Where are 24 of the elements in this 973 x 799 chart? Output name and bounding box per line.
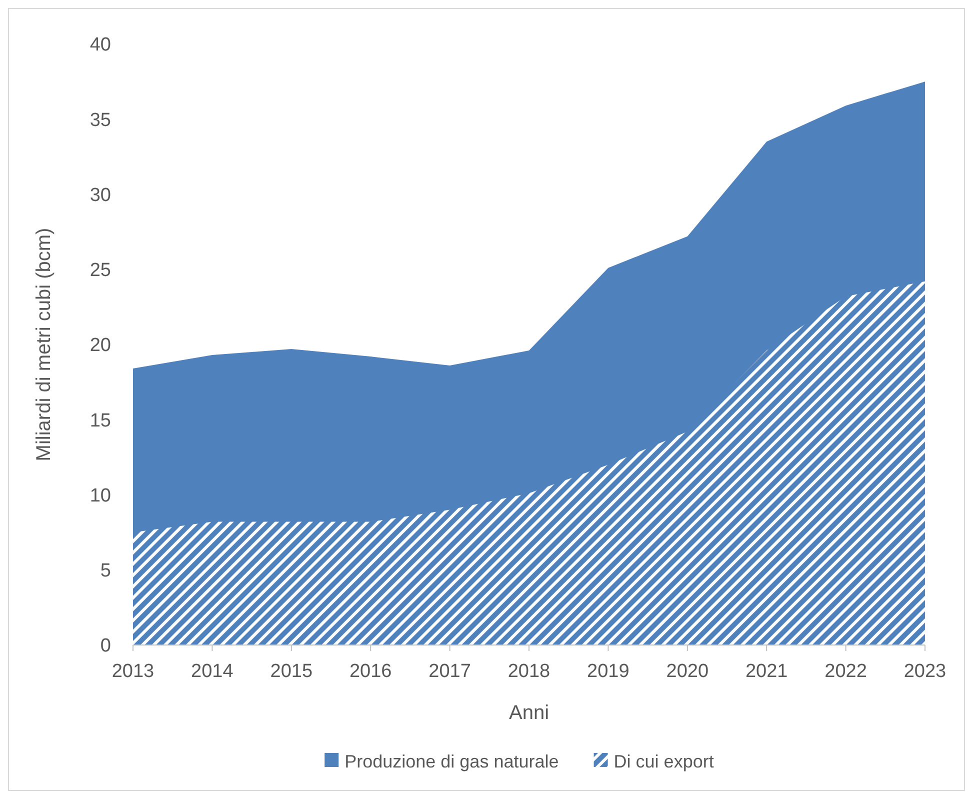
x-axis-title: Anni (508, 702, 550, 724)
y-tick-label: 5 (100, 560, 111, 582)
y-tick-label: 25 (90, 260, 111, 282)
x-tick-label: 2014 (191, 661, 234, 682)
legend-label: Produzione di gas naturale (344, 751, 559, 772)
y-tick-label: 0 (100, 636, 111, 657)
y-tick-label: 40 (90, 34, 111, 56)
x-tick-label: 2023 (904, 661, 946, 682)
x-tick-label: 2015 (270, 661, 313, 682)
legend-label: Di cui export (614, 751, 714, 772)
x-tick-label: 2013 (112, 661, 154, 682)
x-tick-label: 2021 (745, 661, 788, 682)
x-tick-label: 2016 (349, 661, 392, 682)
x-tick-label: 2019 (587, 661, 630, 682)
y-tick-label: 20 (90, 335, 111, 356)
x-tick-label: 2017 (428, 661, 471, 682)
y-tick-label: 35 (90, 110, 111, 131)
y-tick-label: 30 (90, 184, 111, 206)
y-axis-title: Miliardi di metri cubi (bcm) (33, 228, 55, 462)
x-tick-label: 2018 (508, 661, 550, 682)
y-tick-label: 15 (90, 410, 111, 432)
x-tick-label: 2022 (824, 661, 867, 682)
y-tick-label: 10 (90, 485, 111, 506)
x-tick-label: 2020 (666, 661, 709, 682)
